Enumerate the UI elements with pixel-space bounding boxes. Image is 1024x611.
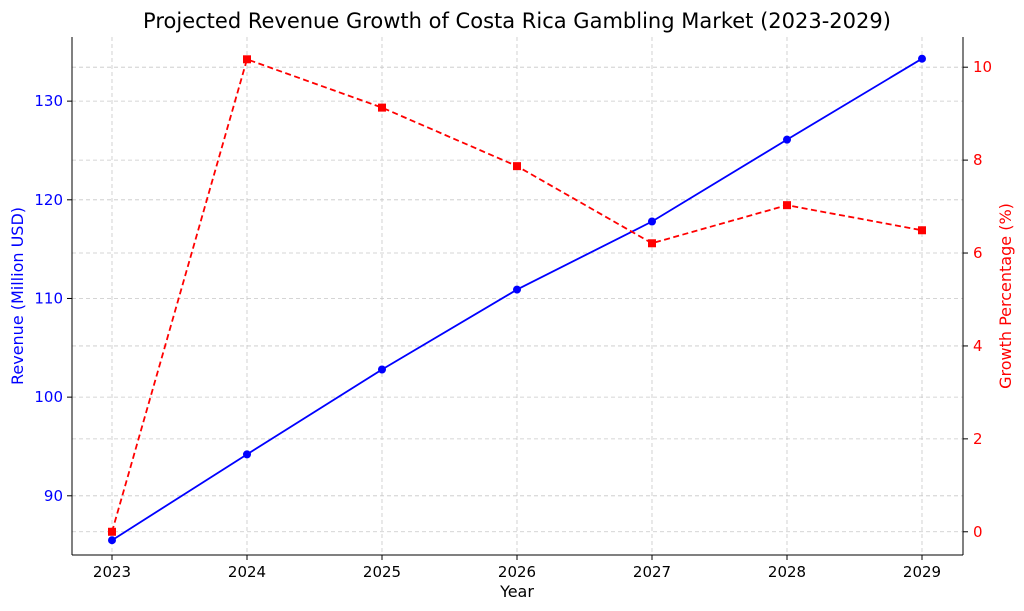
series-layer xyxy=(108,54,926,545)
revenue-point xyxy=(513,285,521,294)
y-axis-label-left: Revenue (Million USD) xyxy=(8,207,27,385)
revenue-point xyxy=(378,365,386,374)
y-tick-label-right: 6 xyxy=(973,244,983,262)
y-tick-label-right: 2 xyxy=(973,430,983,448)
y-tick-label-right: 8 xyxy=(973,151,983,169)
growth-point xyxy=(783,201,791,210)
x-tick-label: 2025 xyxy=(363,563,401,581)
revenue-point xyxy=(243,450,251,459)
growth-point xyxy=(108,527,116,536)
y-tick-label-left: 120 xyxy=(34,191,63,209)
revenue-point xyxy=(648,217,656,226)
growth-point xyxy=(918,226,926,235)
y-tick-label-left: 90 xyxy=(44,487,63,505)
x-tick-label: 2028 xyxy=(768,563,806,581)
x-tick-label: 2026 xyxy=(498,563,536,581)
revenue-point xyxy=(783,135,791,144)
y-tick-label-left: 100 xyxy=(34,388,63,406)
grid xyxy=(72,37,963,555)
x-tick-label: 2029 xyxy=(903,563,941,581)
y-tick-label-right: 10 xyxy=(973,58,992,76)
y-tick-label-right: 0 xyxy=(973,523,983,541)
x-tick-label: 2027 xyxy=(633,563,671,581)
growth-point xyxy=(513,162,521,171)
ticks: 2023 2024 2025 2026 2027 2028 2029901001101201… xyxy=(34,58,992,581)
revenue-point xyxy=(108,536,116,545)
revenue-point xyxy=(918,54,926,63)
y-axis-label-right: Growth Percentage (%) xyxy=(996,203,1015,389)
y-tick-label-right: 4 xyxy=(973,337,983,355)
y-tick-label-left: 110 xyxy=(34,289,63,307)
growth-point xyxy=(243,55,251,64)
x-tick-label: 2024 xyxy=(228,563,266,581)
x-tick-label: 2023 xyxy=(93,563,131,581)
growth-point xyxy=(648,239,656,248)
y-tick-label-left: 130 xyxy=(34,92,63,110)
growth-point xyxy=(378,103,386,112)
chart-title: Projected Revenue Growth of Costa Rica G… xyxy=(143,9,891,33)
x-axis-label: Year xyxy=(499,582,534,601)
